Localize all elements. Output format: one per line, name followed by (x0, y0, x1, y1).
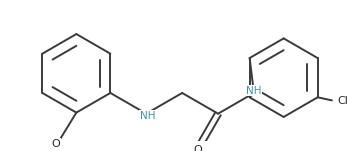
Text: NH: NH (140, 111, 155, 121)
Text: Cl: Cl (337, 96, 348, 106)
Text: O: O (193, 145, 202, 151)
Text: NH: NH (246, 86, 262, 96)
Text: O: O (51, 139, 60, 149)
